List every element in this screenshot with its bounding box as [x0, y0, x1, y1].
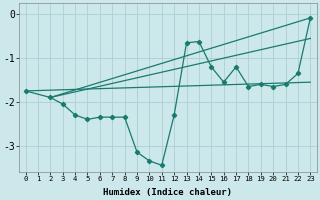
- X-axis label: Humidex (Indice chaleur): Humidex (Indice chaleur): [103, 188, 232, 197]
